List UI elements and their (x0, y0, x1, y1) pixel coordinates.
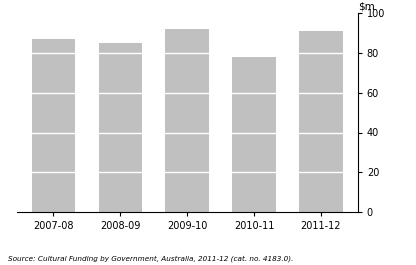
Text: Source: Cultural Funding by Government, Australia, 2011-12 (cat. no. 4183.0).: Source: Cultural Funding by Government, … (8, 256, 294, 262)
Text: $m: $m (358, 1, 374, 11)
Bar (99, 43, 142, 212)
Bar (166, 29, 209, 212)
Bar (233, 57, 276, 212)
Bar (299, 31, 343, 212)
Bar (32, 39, 75, 212)
